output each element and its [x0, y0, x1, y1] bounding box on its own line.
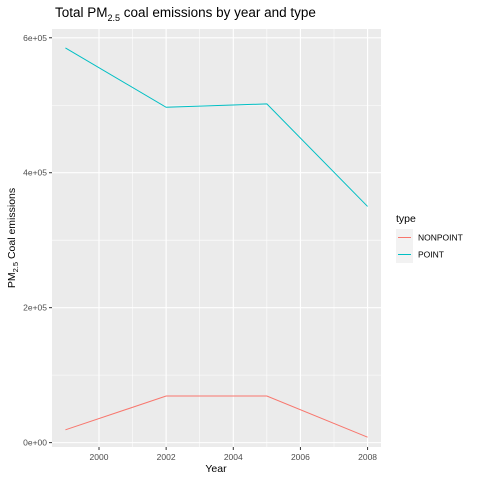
y-tick-label: 6e+05 [23, 33, 47, 43]
chart-title-main: Total PM [55, 5, 108, 20]
y-axis-label-main: PM [6, 272, 18, 288]
legend-title: type [396, 213, 416, 225]
legend-label-nonpoint: NONPOINT [418, 233, 463, 243]
x-tick-label: 2000 [90, 452, 109, 462]
y-axis-label: PM2.5 Coal emissions [6, 188, 20, 288]
series-line-nonpoint [65, 395, 368, 438]
x-axis-label: Year [205, 463, 227, 475]
grid-major [52, 29, 381, 447]
y-tick-label: 2e+05 [23, 303, 47, 313]
x-tick-label: 2002 [157, 452, 176, 462]
legend-label-point: POINT [418, 250, 444, 260]
series-line-point [65, 47, 368, 207]
x-tick-label: 2006 [291, 452, 310, 462]
x-tick-label: 2004 [224, 452, 243, 462]
chart-title-suffix: coal emissions by year and type [120, 5, 316, 20]
y-axis: 0e+00 2e+05 4e+05 6e+05 [23, 33, 52, 448]
x-axis: 2000 2002 2004 2006 2008 [90, 447, 377, 462]
y-axis-label-subscript: 2.5 [11, 262, 20, 272]
y-tick-label: 0e+00 [23, 438, 47, 448]
chart-title-subscript: 2.5 [108, 13, 121, 23]
x-tick-label: 2008 [358, 452, 377, 462]
chart-title: Total PM2.5 coal emissions by year and t… [55, 5, 316, 23]
series-layer [65, 47, 368, 438]
grid-minor [52, 29, 381, 447]
plot-panel [52, 29, 381, 447]
y-tick-label: 4e+05 [23, 168, 47, 178]
y-axis-label-suffix: Coal emissions [6, 188, 18, 262]
legend: type NONPOINT POINT [396, 213, 463, 263]
